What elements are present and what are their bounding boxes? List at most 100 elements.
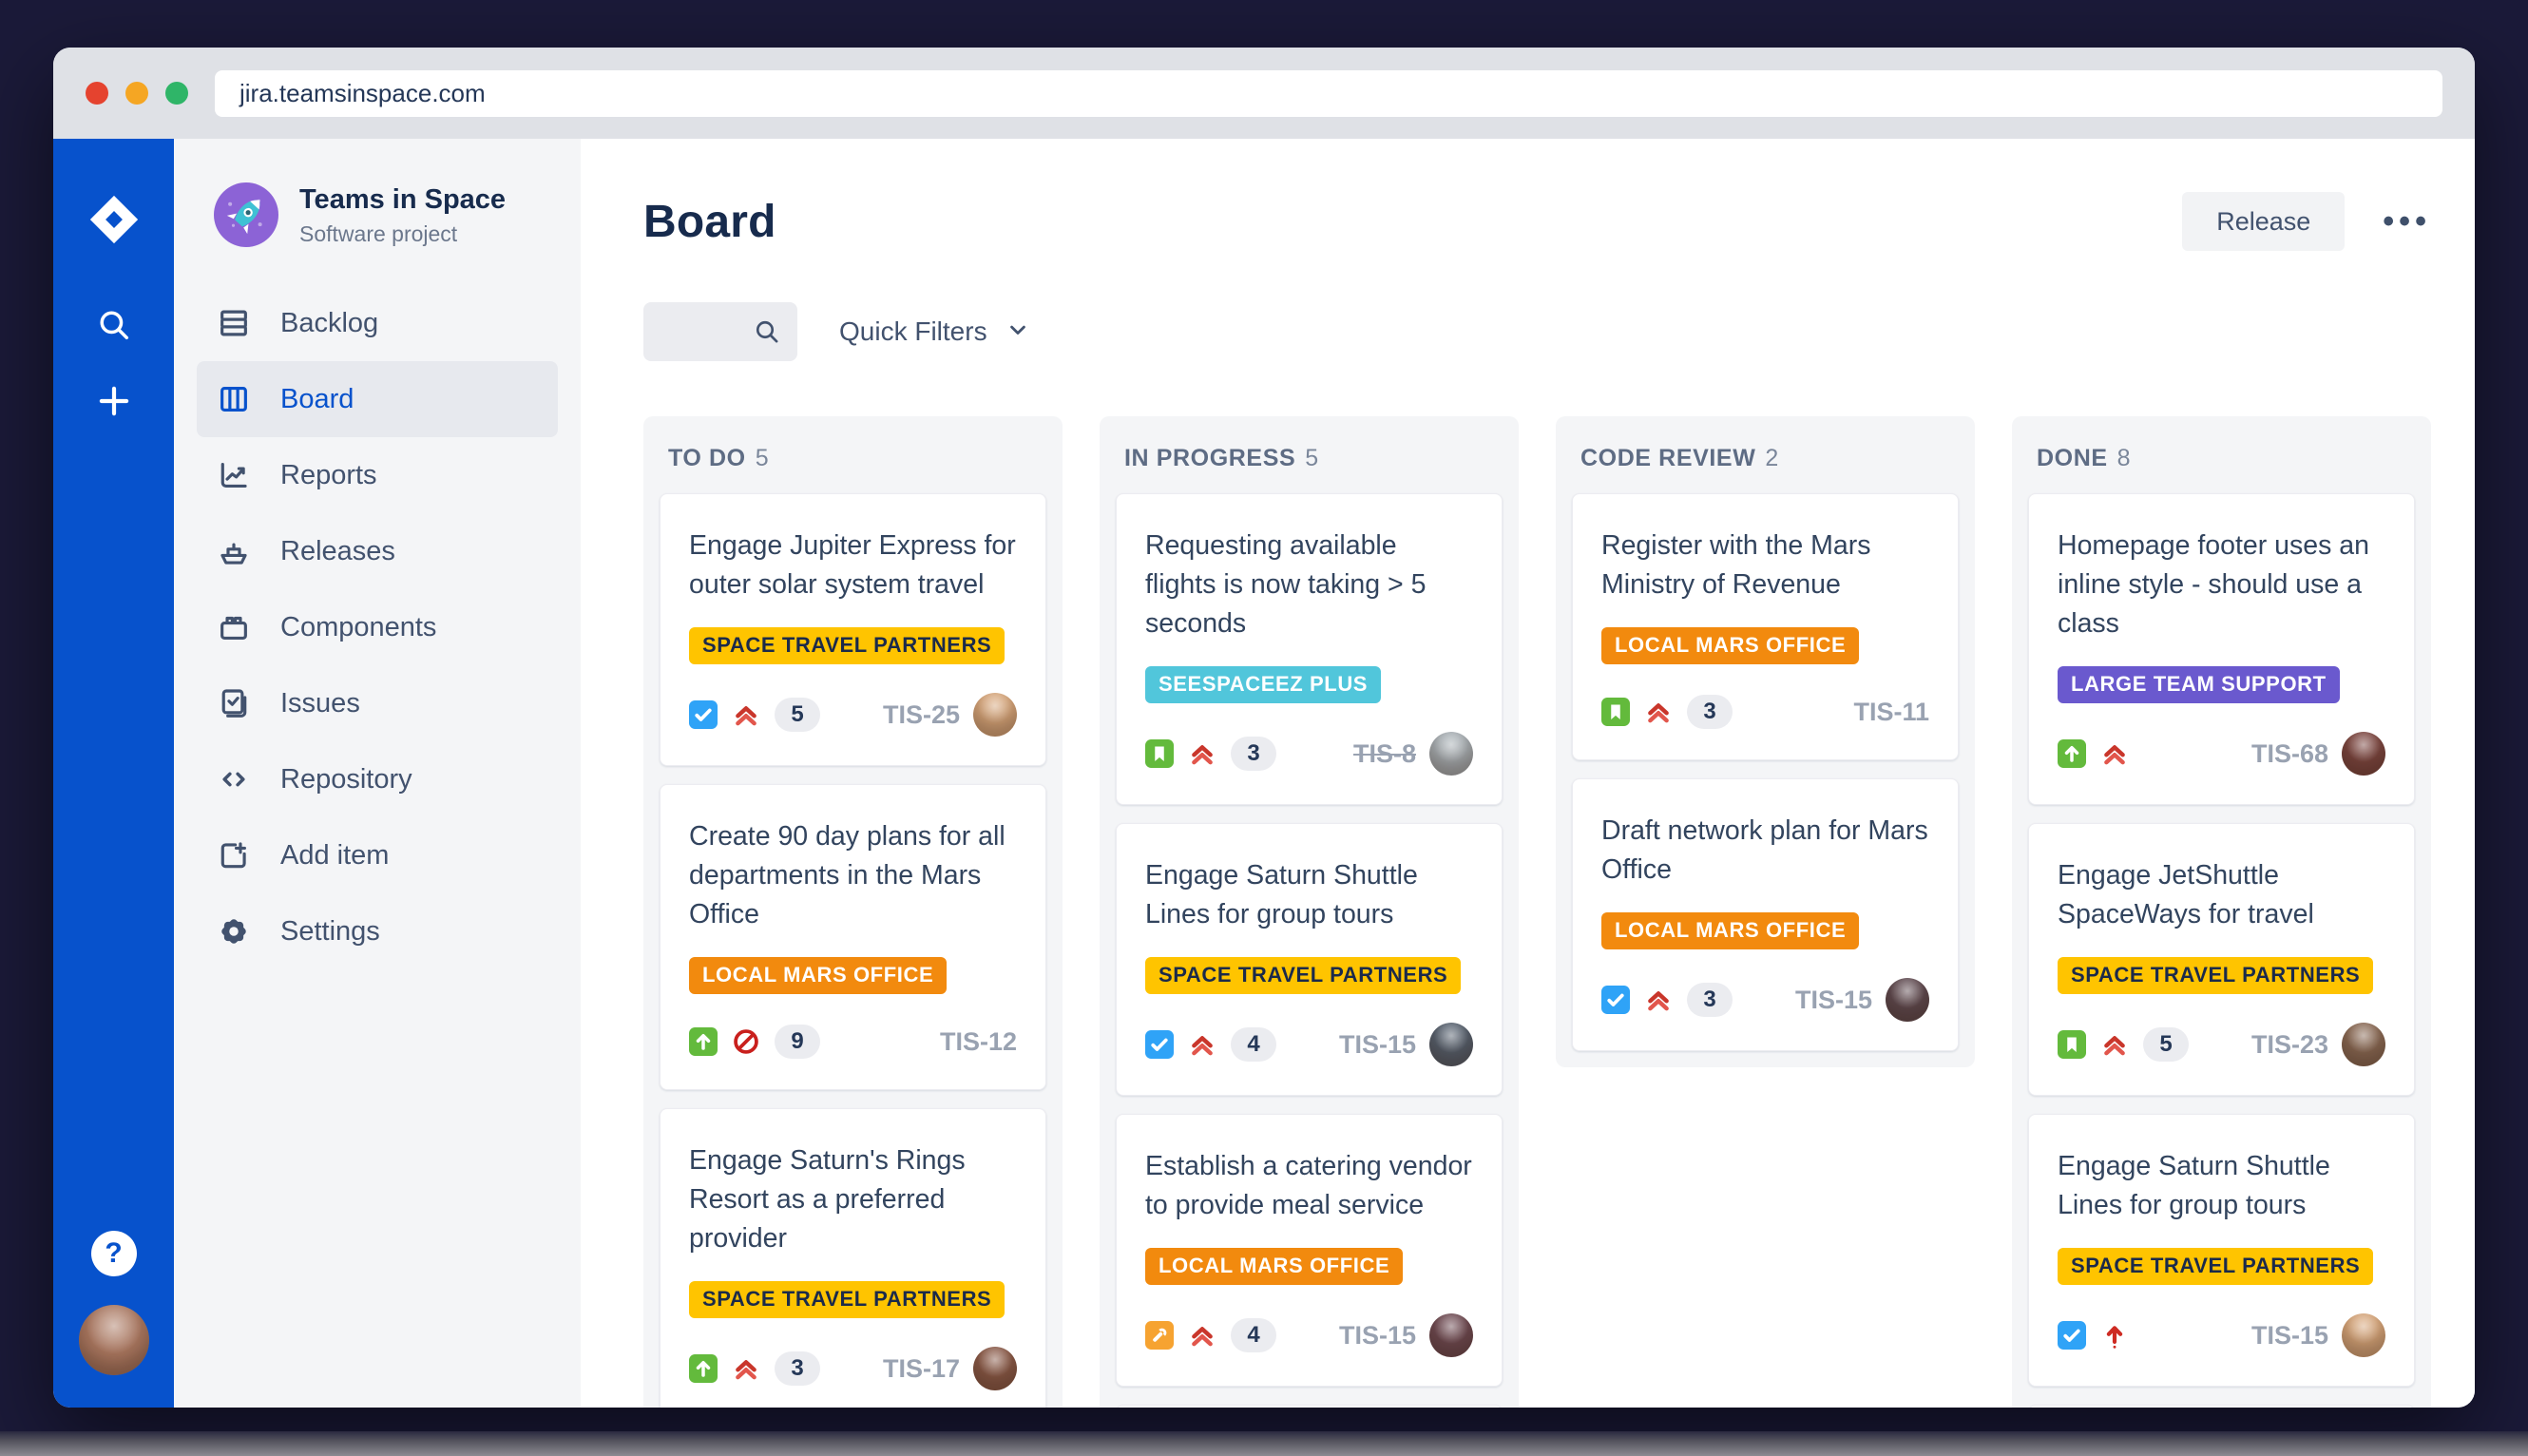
- issue-card[interactable]: Homepage footer uses an inline style - s…: [2028, 493, 2415, 805]
- project-sidebar: Teams in Space Software project Backlog …: [174, 139, 581, 1408]
- board-header: Board Release •••: [643, 192, 2431, 251]
- issue-card[interactable]: Engage Jupiter Express for outer solar s…: [660, 493, 1046, 766]
- create-issue-button[interactable]: [91, 380, 137, 426]
- issue-card[interactable]: Engage Saturn Shuttle Lines for group to…: [1116, 1405, 1503, 1408]
- issue-card[interactable]: Engage JetShuttle SpaceWays for travel S…: [2028, 823, 2415, 1096]
- issue-key: TIS-68: [2250, 738, 2328, 768]
- issue-card[interactable]: Requesting available flights is now taki…: [1116, 493, 1503, 805]
- issue-key: TIS-8: [1352, 738, 1416, 768]
- column-count: 5: [755, 445, 769, 471]
- issue-meta: 3 TIS-11: [1601, 693, 1929, 731]
- card-list: Requesting available flights is now taki…: [1100, 493, 1519, 1408]
- estimate-badge: 5: [775, 698, 820, 732]
- issue-key: TIS-23: [2250, 1029, 2328, 1059]
- more-options-icon[interactable]: •••: [2383, 202, 2431, 239]
- sidebar-item-releases[interactable]: Releases: [197, 513, 558, 589]
- estimate-badge: 4: [1231, 1318, 1276, 1352]
- story-icon: [1601, 698, 1630, 726]
- issue-label: LOCAL MARS OFFICE: [689, 957, 948, 994]
- avatar: [2342, 1313, 2385, 1357]
- board-column-code-review: CODE REVIEW 2 Register with the Mars Mini…: [1556, 416, 1975, 1067]
- priority-highest-icon: [1187, 1320, 1217, 1351]
- global-search-button[interactable]: [91, 304, 137, 350]
- sidebar-item-reports[interactable]: Reports: [197, 437, 558, 513]
- sidebar-item-repository[interactable]: Repository: [197, 741, 558, 817]
- sidebar-item-board[interactable]: Board: [197, 361, 558, 437]
- board-icon: [216, 381, 252, 417]
- issue-card[interactable]: Engage Saturn's Rings Resort as a prefer…: [660, 1108, 1046, 1408]
- estimate-badge: 3: [1231, 737, 1276, 771]
- issues-icon: [216, 685, 252, 721]
- issue-title: Engage Jupiter Express for outer solar s…: [689, 530, 1016, 600]
- board-search: [643, 302, 797, 361]
- issue-meta: 3 TIS-8: [1145, 732, 1473, 776]
- user-avatar[interactable]: [78, 1305, 149, 1375]
- close-window-button[interactable]: [86, 82, 108, 105]
- column-header: IN PROGRESS 5: [1100, 416, 1519, 493]
- task-icon: [689, 700, 718, 729]
- issue-meta: 5 TIS-25: [689, 693, 1017, 737]
- improvement-icon: [2058, 739, 2086, 768]
- issue-title: Engage JetShuttle SpaceWays for travel: [2058, 860, 2314, 929]
- avatar: [1429, 1313, 1473, 1357]
- sidebar-item-components[interactable]: Components: [197, 589, 558, 665]
- page-title: Board: [643, 196, 776, 247]
- issue-title: Draft network plan for Mars Office: [1601, 815, 1928, 885]
- issue-key: TIS-17: [882, 1353, 960, 1383]
- avatar: [973, 1347, 1017, 1390]
- estimate-badge: 4: [1231, 1027, 1276, 1062]
- sidebar-item-issues[interactable]: Issues: [197, 665, 558, 741]
- issue-card[interactable]: Register with the Mars Ministry of Reven…: [1572, 493, 1959, 760]
- minimize-window-button[interactable]: [125, 82, 148, 105]
- components-icon: [216, 609, 252, 645]
- estimate-badge: 9: [775, 1025, 820, 1059]
- priority-highest-icon: [1187, 1029, 1217, 1060]
- blocker-icon: [731, 1026, 761, 1057]
- issue-card[interactable]: Establish a catering vendor to provide m…: [2028, 1405, 2415, 1408]
- board-main: Board Release ••• Quick Filters: [581, 139, 2475, 1408]
- issue-meta: TIS-68: [2058, 732, 2385, 776]
- column-count: 5: [1305, 445, 1319, 471]
- issue-card[interactable]: Create 90 day plans for all departments …: [660, 784, 1046, 1090]
- issue-key: TIS-11: [1853, 697, 1929, 726]
- jira-logo-icon: [86, 192, 142, 247]
- help-button[interactable]: ?: [90, 1231, 137, 1276]
- avatar: [1886, 978, 1929, 1022]
- issue-label: SPACE TRAVEL PARTNERS: [2058, 957, 2374, 994]
- global-navigation-rail: ?: [53, 139, 174, 1408]
- board-column-done: DONE 8 Homepage footer uses an inline sty…: [2012, 416, 2431, 1408]
- column-name: CODE REVIEW: [1580, 445, 1756, 471]
- issue-title: Register with the Mars Ministry of Reven…: [1601, 530, 1871, 600]
- estimate-badge: 3: [1687, 695, 1733, 729]
- issue-label: SPACE TRAVEL PARTNERS: [689, 1281, 1005, 1318]
- issue-card[interactable]: Draft network plan for Mars Office LOCAL…: [1572, 778, 1959, 1051]
- issue-label: SPACE TRAVEL PARTNERS: [2058, 1248, 2374, 1285]
- add-item-icon: [216, 837, 252, 873]
- sidebar-item-add-item[interactable]: Add item: [197, 817, 558, 893]
- issue-meta: 5 TIS-23: [2058, 1023, 2385, 1066]
- quick-filters-dropdown[interactable]: Quick Filters: [839, 316, 1031, 348]
- url-bar[interactable]: jira.teamsinspace.com: [215, 69, 2442, 117]
- avatar: [1429, 1023, 1473, 1066]
- issue-card[interactable]: Engage Saturn Shuttle Lines for group to…: [1116, 823, 1503, 1096]
- project-avatar rocket-icon: [214, 182, 278, 247]
- card-list: Engage Jupiter Express for outer solar s…: [643, 493, 1063, 1408]
- repository-icon: [216, 761, 252, 797]
- project-name: Teams in Space: [299, 184, 507, 216]
- issue-key: TIS-12: [939, 1026, 1017, 1056]
- issue-key: TIS-25: [882, 699, 960, 729]
- sidebar-item-settings[interactable]: Settings: [197, 893, 558, 969]
- task-icon: [2058, 1321, 2086, 1350]
- maximize-window-button[interactable]: [165, 82, 188, 105]
- priority-highest-icon: [731, 699, 761, 730]
- quick-filters-label: Quick Filters: [839, 316, 987, 346]
- issue-card[interactable]: Establish a catering vendor to provide m…: [1116, 1114, 1503, 1387]
- priority-highest-icon: [1187, 738, 1217, 769]
- release-button[interactable]: Release: [2182, 192, 2346, 251]
- issue-card[interactable]: Engage Saturn Shuttle Lines for group to…: [2028, 1114, 2415, 1387]
- issue-meta: 3 TIS-15: [1601, 978, 1929, 1022]
- issue-label: LARGE TEAM SUPPORT: [2058, 666, 2340, 703]
- sidebar-item-backlog[interactable]: Backlog: [197, 285, 558, 361]
- priority-critical-icon: [2099, 1320, 2130, 1351]
- avatar: [2342, 1023, 2385, 1066]
